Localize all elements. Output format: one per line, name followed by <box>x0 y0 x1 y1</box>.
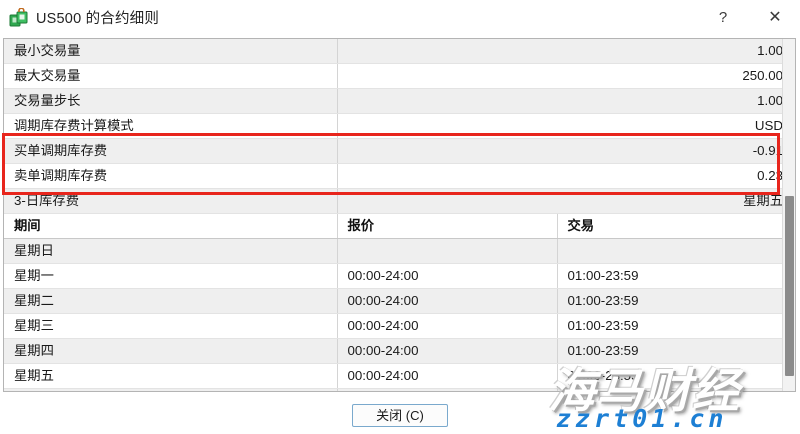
schedule-header-row: 期间 报价 交易 <box>4 213 783 239</box>
schedule-day: 星期六 <box>4 388 338 391</box>
schedule-header-3: 交易 <box>557 213 783 239</box>
property-spacer <box>337 163 557 189</box>
schedule-day: 星期四 <box>4 338 338 364</box>
schedule-trade <box>557 388 783 391</box>
schedule-quote: 00:00-24:00 <box>337 363 558 389</box>
property-label: 最小交易量 <box>4 39 338 64</box>
schedule-row[interactable]: 星期日 <box>4 238 783 264</box>
scrollbar-thumb[interactable] <box>785 196 794 376</box>
schedule-row[interactable]: 星期一 00:00-24:00 01:00-23:59 <box>4 263 783 289</box>
schedule-header-1: 期间 <box>4 213 338 239</box>
property-row[interactable]: 交易量步长 1.00 <box>4 88 783 114</box>
schedule-quote: 00:00-24:00 <box>337 263 558 289</box>
property-row[interactable]: 调期库存费计算模式 USD <box>4 113 783 139</box>
property-row[interactable]: 最小交易量 1.00 <box>4 39 783 64</box>
property-label: 3-日库存费 <box>4 188 338 214</box>
property-label: 调期库存费计算模式 <box>4 113 338 139</box>
schedule-day: 星期一 <box>4 263 338 289</box>
schedule-trade: 01:00-23:59 <box>557 338 783 364</box>
grid-scroll-area: 最小交易量 1.00 最大交易量 250.00 交易量步长 1.00 调期库存费计算模式 US… <box>4 39 783 391</box>
vertical-scrollbar[interactable] <box>782 39 795 391</box>
property-label: 卖单调期库存费 <box>4 163 338 189</box>
schedule-quote <box>337 238 558 264</box>
schedule-day: 星期日 <box>4 238 338 264</box>
property-spacer <box>337 138 557 164</box>
schedule-header-2: 报价 <box>337 213 558 239</box>
property-row[interactable]: 最大交易量 250.00 <box>4 63 783 89</box>
property-spacer <box>337 113 557 139</box>
property-label: 买单调期库存费 <box>4 138 338 164</box>
specification-grid-panel: 最小交易量 1.00 最大交易量 250.00 交易量步长 1.00 调期库存费计算模式 US… <box>3 38 796 392</box>
property-value: 1.00 <box>557 39 783 64</box>
schedule-row[interactable]: 星期三 00:00-24:00 01:00-23:59 <box>4 313 783 339</box>
schedule-quote <box>337 388 558 391</box>
schedule-quote: 00:00-24:00 <box>337 338 558 364</box>
property-row[interactable]: 买单调期库存费 -0.91 <box>4 138 783 164</box>
property-spacer <box>337 88 557 114</box>
schedule-row[interactable]: 星期五 00:00-24:00 01:00-23:55 <box>4 363 783 389</box>
close-button[interactable]: 关闭 (C) <box>352 404 448 427</box>
window-title: US500 的合约细则 <box>36 11 160 27</box>
schedule-trade: 01:00-23:59 <box>557 263 783 289</box>
property-label: 最大交易量 <box>4 63 338 89</box>
contract-specification-icon <box>9 7 29 28</box>
property-spacer <box>337 63 557 89</box>
close-icon[interactable]: ✕ <box>752 0 798 34</box>
property-row[interactable]: 3-日库存费 星期五 <box>4 188 783 214</box>
schedule-day: 星期五 <box>4 363 338 389</box>
table-body: 最小交易量 1.00 最大交易量 250.00 交易量步长 1.00 调期库存费计算模式 US… <box>4 39 783 391</box>
property-value: -0.91 <box>557 138 783 164</box>
schedule-row[interactable]: 星期二 00:00-24:00 01:00-23:59 <box>4 288 783 314</box>
schedule-quote: 00:00-24:00 <box>337 313 558 339</box>
schedule-row[interactable]: 星期六 <box>4 388 783 391</box>
property-value: 0.23 <box>557 163 783 189</box>
schedule-trade: 01:00-23:55 <box>557 363 783 389</box>
help-button[interactable]: ? <box>700 0 746 34</box>
schedule-trade: 01:00-23:59 <box>557 288 783 314</box>
schedule-trade <box>557 238 783 264</box>
property-value: 250.00 <box>557 63 783 89</box>
schedule-row[interactable]: 星期四 00:00-24:00 01:00-23:59 <box>4 338 783 364</box>
schedule-day: 星期二 <box>4 288 338 314</box>
dialog-footer: 关闭 (C) <box>0 392 800 434</box>
title-bar: US500 的合约细则 ? ✕ <box>0 0 800 36</box>
property-spacer <box>337 188 557 214</box>
schedule-trade: 01:00-23:59 <box>557 313 783 339</box>
schedule-quote: 00:00-24:00 <box>337 288 558 314</box>
property-value: 1.00 <box>557 88 783 114</box>
property-spacer <box>337 39 557 64</box>
property-label: 交易量步长 <box>4 88 338 114</box>
property-value: 星期五 <box>557 188 783 214</box>
schedule-day: 星期三 <box>4 313 338 339</box>
specification-table: 最小交易量 1.00 最大交易量 250.00 交易量步长 1.00 调期库存费计算模式 US… <box>4 39 783 391</box>
property-row[interactable]: 卖单调期库存费 0.23 <box>4 163 783 189</box>
property-value: USD <box>557 113 783 139</box>
